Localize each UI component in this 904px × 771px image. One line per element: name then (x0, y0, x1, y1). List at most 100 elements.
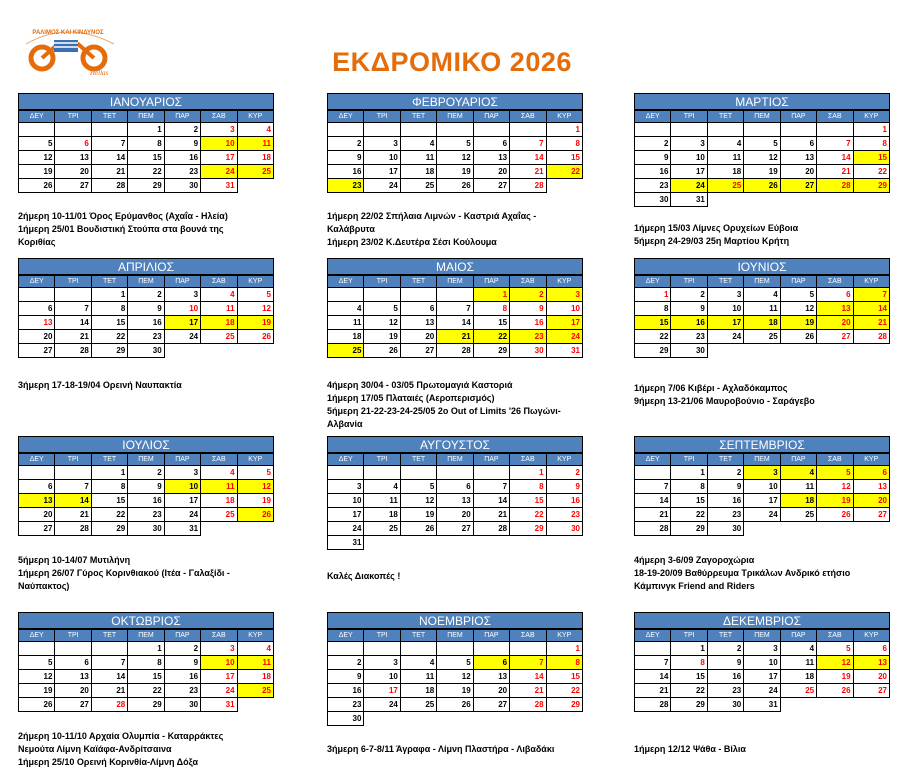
weekday-header: ΔΕΥ (17, 629, 56, 642)
trip-note: 2ήμερη 10-11/01 Όρος Ερύμανθος (Αχαΐα - … (18, 211, 228, 221)
day-cell: 25 (779, 507, 818, 522)
day-cell: 2 (163, 641, 202, 656)
day-cell: 28 (90, 178, 129, 193)
empty-cell (510, 536, 546, 550)
day-cell: 16 (706, 493, 745, 508)
empty-cell (744, 344, 780, 358)
empty-cell (17, 122, 56, 137)
weekday-header: ΤΡΙ (363, 275, 401, 288)
day-cell: 1 (545, 122, 584, 137)
weekday-header: ΠΑΡ (779, 275, 818, 288)
day-cell: 21 (90, 683, 129, 698)
day-cell: 15 (852, 150, 891, 165)
day-cell: 7 (816, 136, 854, 151)
day-cell: 11 (200, 301, 238, 316)
month-name: ΦΕΒΡΟΥΑΡΙΟΣ (327, 93, 583, 110)
day-cell: 25 (236, 164, 275, 179)
weekday-header: ΤΕΤ (90, 275, 129, 288)
trip-note-block: Καλές Διακοπές ! (327, 570, 400, 583)
month-calendar: ΔΕΚΕΜΒΡΙΟΣ ΔΕΥ ΤΡΙ ΤΕΤ ΠΕΜ ΠΑΡ ΣΑΒ ΚΥΡ 1 2 3 4 5 6 7 8 9… (633, 612, 891, 712)
day-cell: 22 (90, 507, 129, 522)
day-cell: 10 (363, 150, 401, 165)
day-cell: 24 (163, 329, 202, 344)
day-cell: 3 (200, 122, 238, 137)
empty-cell (363, 122, 401, 137)
weekday-header: ΣΑΒ (200, 275, 238, 288)
empty-cell (546, 179, 582, 193)
day-cell: 10 (670, 150, 708, 165)
empty-cell (436, 465, 474, 480)
day-cell: 16 (545, 493, 584, 508)
empty-cell (817, 522, 853, 536)
trip-note: 1ήμερη 26/07 Γύρος Κορινθιακού (Ιτέα - Γ… (18, 568, 230, 591)
empty-cell (670, 122, 708, 137)
day-cell: 19 (436, 164, 474, 179)
day-cell: 4 (236, 641, 275, 656)
day-cell: 18 (743, 315, 781, 330)
empty-cell (54, 287, 92, 302)
trip-note: 1ήμερη 17/05 Πλαταιές (Αεροπερισμός) (327, 393, 495, 403)
month-name: ΟΚΤΩΒΡΙΟΣ (18, 612, 274, 629)
weekday-header: ΤΡΙ (363, 110, 401, 123)
day-cell: 9 (545, 479, 584, 494)
day-cell: 3 (363, 655, 401, 670)
trip-note-block: 2ήμερη 10-11/10 Αρχαία Ολυμπία - Καταρρά… (18, 730, 253, 769)
day-cell: 26 (816, 507, 854, 522)
day-cell: 14 (472, 493, 511, 508)
weekday-header: ΤΕΤ (90, 110, 129, 123)
weekday-header: ΠΕΜ (436, 453, 474, 466)
day-cell: 10 (545, 301, 584, 316)
day-cell: 29 (633, 343, 672, 358)
day-cell: 10 (363, 669, 401, 684)
day-cell: 22 (509, 507, 547, 522)
day-cell: 8 (852, 136, 891, 151)
empty-cell (780, 344, 816, 358)
day-cell: 31 (545, 343, 584, 358)
day-cell: 12 (816, 479, 854, 494)
day-cell: 22 (633, 329, 672, 344)
day-cell: 10 (163, 301, 202, 316)
empty-cell (706, 122, 745, 137)
weekday-header: ΠΑΡ (779, 453, 818, 466)
weekday-header: ΠΕΜ (743, 110, 781, 123)
day-cell: 25 (743, 329, 781, 344)
day-cell: 8 (90, 479, 129, 494)
day-cell: 13 (54, 150, 92, 165)
day-cell: 17 (545, 315, 584, 330)
weekday-header: ΔΕΥ (633, 275, 672, 288)
day-cell: 8 (633, 301, 672, 316)
day-cell: 25 (363, 521, 401, 536)
day-cell: 12 (436, 150, 474, 165)
day-cell: 16 (633, 164, 672, 179)
day-cell: 7 (633, 655, 672, 670)
day-cell: 7 (852, 287, 891, 302)
day-cell: 16 (163, 150, 202, 165)
day-cell: 17 (363, 164, 401, 179)
day-cell: 14 (509, 150, 547, 165)
day-cell: 27 (779, 178, 818, 193)
day-cell: 8 (127, 136, 165, 151)
trip-note-block: 1ήμερη 15/03 Λίμνες Ορυχείων Εύβοια 5ήμερ… (634, 222, 798, 248)
day-cell: 22 (545, 164, 584, 179)
weekday-header: ΤΡΙ (54, 275, 92, 288)
day-cell: 23 (633, 178, 672, 193)
weekday-header: ΤΕΤ (399, 453, 438, 466)
month-name: ΙΟΥΝΙΟΣ (634, 258, 890, 275)
empty-cell (853, 344, 889, 358)
empty-cell (779, 122, 818, 137)
trip-note: 18-19-20/09 Βαθύρρευμα Τρικάλων Ανδρικό … (634, 568, 851, 591)
day-cell: 3 (743, 465, 781, 480)
empty-cell (780, 698, 816, 712)
day-cell: 11 (743, 301, 781, 316)
weekday-header: ΤΡΙ (670, 453, 708, 466)
day-cell: 8 (545, 655, 584, 670)
day-cell: 28 (852, 329, 891, 344)
empty-cell (853, 193, 889, 207)
day-cell: 12 (779, 301, 818, 316)
empty-cell (633, 122, 672, 137)
day-cell: 20 (399, 329, 438, 344)
day-cell: 17 (163, 493, 202, 508)
weekday-header: ΚΥΡ (545, 110, 584, 123)
day-cell: 2 (545, 465, 584, 480)
day-cell: 21 (633, 683, 672, 698)
